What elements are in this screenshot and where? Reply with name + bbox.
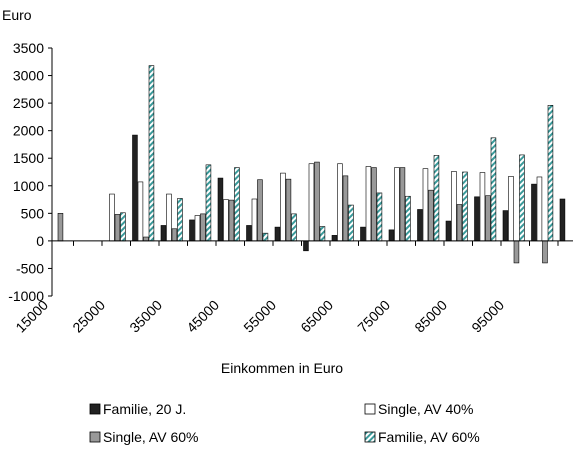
legend-swatch — [89, 403, 101, 415]
bar — [148, 65, 155, 242]
bar — [433, 155, 440, 242]
bar — [531, 183, 537, 242]
y-tick-label: 500 — [21, 205, 45, 221]
bar — [132, 134, 138, 242]
bar — [479, 172, 486, 242]
x-tick-label: 65000 — [297, 297, 336, 336]
bar — [388, 229, 395, 242]
bar — [462, 171, 468, 242]
bar — [490, 137, 497, 242]
bar — [262, 232, 269, 242]
y-tick-label: -1000 — [8, 288, 44, 304]
y-tick-label: 0 — [36, 233, 44, 249]
bar — [246, 225, 252, 242]
legend-swatch — [364, 403, 376, 415]
bar — [114, 214, 121, 242]
bar — [280, 172, 286, 242]
bar — [308, 163, 315, 242]
y-tick-label: 1500 — [13, 150, 44, 166]
y-tick-label: 3500 — [13, 40, 44, 56]
bar — [171, 228, 178, 242]
y-tick-label: 2500 — [13, 95, 44, 111]
legend-label: Familie, 20 J. — [103, 401, 186, 417]
bar — [376, 192, 383, 242]
bar — [319, 226, 326, 242]
bar — [223, 199, 229, 242]
bar — [399, 167, 406, 242]
bar — [417, 209, 423, 242]
bar — [274, 226, 281, 242]
bar — [342, 175, 349, 242]
bar — [422, 168, 429, 242]
x-tick-label: 55000 — [240, 297, 279, 336]
bar — [519, 154, 525, 242]
bar — [303, 240, 309, 252]
y-tick-label: 1000 — [13, 178, 44, 194]
legend-swatch — [89, 431, 101, 443]
y-axis-label: Euro — [2, 7, 32, 23]
bar — [200, 213, 206, 242]
legend-label: Familie, AV 60% — [378, 429, 480, 445]
x-axis-label: Einkommen in Euro — [221, 360, 343, 376]
bar — [137, 181, 144, 242]
bar — [456, 204, 463, 242]
bar — [217, 177, 224, 242]
bar — [177, 198, 183, 242]
bar — [337, 163, 343, 242]
bar — [291, 213, 297, 242]
bar — [474, 196, 480, 242]
bar — [559, 198, 566, 242]
x-tick-label: 75000 — [354, 297, 393, 336]
bar — [234, 167, 240, 242]
bar — [205, 164, 212, 242]
bar — [445, 220, 452, 242]
bar — [360, 226, 366, 242]
x-tick-label: 35000 — [126, 297, 165, 336]
bar — [348, 204, 354, 242]
bar — [536, 176, 543, 242]
bar — [109, 193, 115, 242]
bar — [194, 215, 201, 242]
x-tick-label: 45000 — [183, 297, 222, 336]
bar — [160, 225, 167, 242]
bar — [405, 195, 411, 242]
bar — [513, 240, 520, 264]
bar — [189, 219, 195, 242]
bar — [451, 171, 457, 242]
bar — [228, 199, 235, 242]
bar — [166, 193, 172, 242]
bar — [331, 235, 338, 242]
bar — [257, 179, 263, 242]
legend-label: Single, AV 40% — [378, 401, 473, 417]
bar — [57, 213, 64, 242]
bar — [314, 161, 320, 242]
y-tick-label: 3000 — [13, 68, 44, 84]
bar — [502, 210, 509, 242]
x-tick-label: 25000 — [69, 297, 108, 336]
legend-label: Single, AV 60% — [103, 429, 198, 445]
y-tick-label: -500 — [16, 260, 44, 276]
x-tick-label: 95000 — [468, 297, 507, 336]
legend-swatch — [364, 431, 376, 443]
bar — [371, 167, 377, 242]
bar — [394, 167, 400, 242]
bar — [485, 195, 491, 242]
bar — [251, 198, 258, 242]
y-tick-label: 2000 — [13, 123, 44, 139]
bar — [547, 105, 554, 242]
x-tick-label: 85000 — [411, 297, 450, 336]
bar — [428, 189, 434, 242]
bar — [542, 240, 548, 264]
bar — [120, 212, 126, 242]
bar — [285, 178, 292, 242]
bar — [508, 176, 514, 242]
bar — [143, 236, 149, 242]
bar — [365, 166, 372, 242]
